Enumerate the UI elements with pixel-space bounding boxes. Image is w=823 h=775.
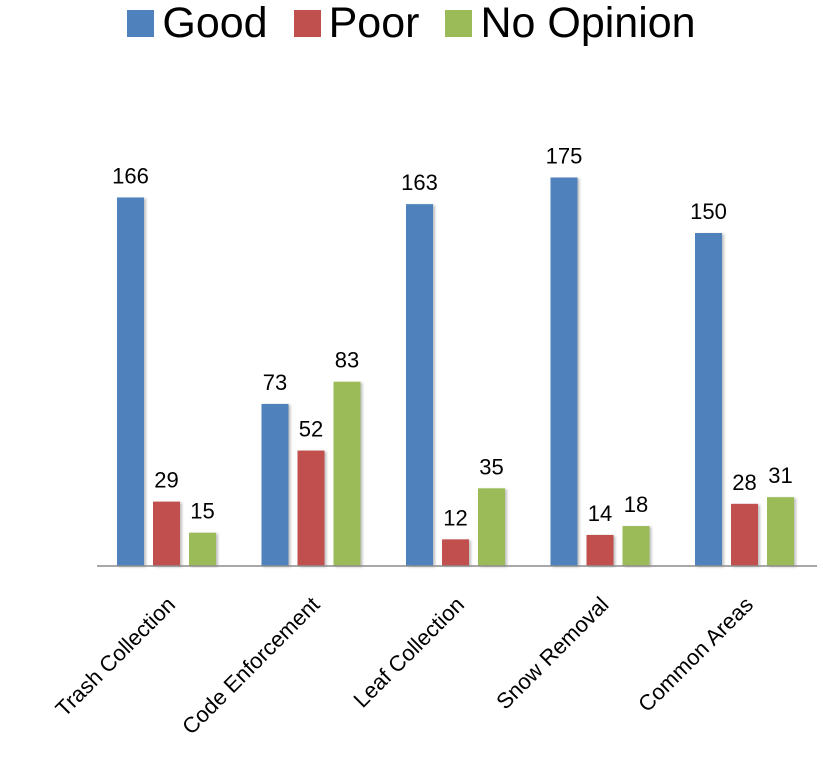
bar-no-opinion-trash-collection bbox=[189, 532, 216, 566]
x-tick-label-common-areas: Common Areas bbox=[633, 592, 758, 717]
data-labels-layer: 166 29 15 73 52 83 163 12 35 175 14 18 150 28 31 bbox=[112, 144, 793, 531]
data-label-poor-leaf-collection: 12 bbox=[443, 505, 467, 530]
data-label-good-snow-removal: 175 bbox=[546, 144, 583, 169]
x-tick-label-trash-collection: Trash Collection bbox=[51, 592, 180, 722]
data-label-no-opinion-leaf-collection: 35 bbox=[479, 454, 503, 479]
bar-good-trash-collection bbox=[117, 197, 144, 567]
data-label-good-code-enforcement: 73 bbox=[263, 370, 287, 395]
bars-layer bbox=[117, 177, 794, 567]
bar-no-opinion-common-areas bbox=[767, 497, 794, 566]
bar-good-leaf-collection bbox=[406, 204, 433, 566]
bar-poor-code-enforcement bbox=[297, 450, 325, 566]
bar-no-opinion-code-enforcement bbox=[333, 381, 361, 566]
data-label-good-common-areas: 150 bbox=[690, 199, 727, 224]
data-label-no-opinion-common-areas: 31 bbox=[768, 463, 792, 488]
legend-swatch-good bbox=[127, 10, 155, 37]
x-tick-label-code-enforcement: Code Enforcement bbox=[177, 592, 324, 739]
bar-no-opinion-snow-removal bbox=[622, 526, 650, 566]
data-label-poor-code-enforcement: 52 bbox=[299, 417, 323, 442]
bar-poor-trash-collection bbox=[153, 501, 180, 566]
data-label-no-opinion-snow-removal: 18 bbox=[624, 492, 648, 517]
data-label-good-leaf-collection: 163 bbox=[401, 170, 438, 195]
legend-label-poor: Poor bbox=[328, 0, 420, 47]
x-tick-label-snow-removal: Snow Removal bbox=[491, 592, 613, 714]
bar-no-opinion-leaf-collection bbox=[478, 488, 505, 566]
bar-poor-common-areas bbox=[731, 503, 758, 566]
legend-item-no-opinion: No Opinion bbox=[445, 0, 696, 47]
bar-good-code-enforcement bbox=[261, 403, 289, 566]
legend-swatch-poor bbox=[293, 10, 321, 37]
legend-label-no-opinion: No Opinion bbox=[480, 0, 696, 47]
legend-swatch-no-opinion bbox=[445, 10, 473, 37]
bar-good-snow-removal bbox=[550, 177, 578, 566]
bar-good-common-areas bbox=[695, 233, 722, 566]
legend-label-good: Good bbox=[162, 0, 268, 47]
legend-item-good: Good bbox=[127, 0, 268, 47]
legend: Good Poor No Opinion bbox=[0, 2, 823, 45]
legend-item-poor: Poor bbox=[293, 0, 420, 47]
data-label-no-opinion-code-enforcement: 83 bbox=[335, 348, 359, 373]
data-label-poor-common-areas: 28 bbox=[732, 470, 756, 495]
data-label-good-trash-collection: 166 bbox=[112, 163, 149, 188]
bar-poor-leaf-collection bbox=[442, 539, 469, 566]
data-label-poor-snow-removal: 14 bbox=[588, 501, 612, 526]
data-label-poor-trash-collection: 29 bbox=[154, 468, 178, 493]
data-label-no-opinion-trash-collection: 15 bbox=[190, 499, 214, 524]
bar-poor-snow-removal bbox=[586, 534, 614, 566]
x-tick-label-leaf-collection: Leaf Collection bbox=[348, 592, 469, 713]
